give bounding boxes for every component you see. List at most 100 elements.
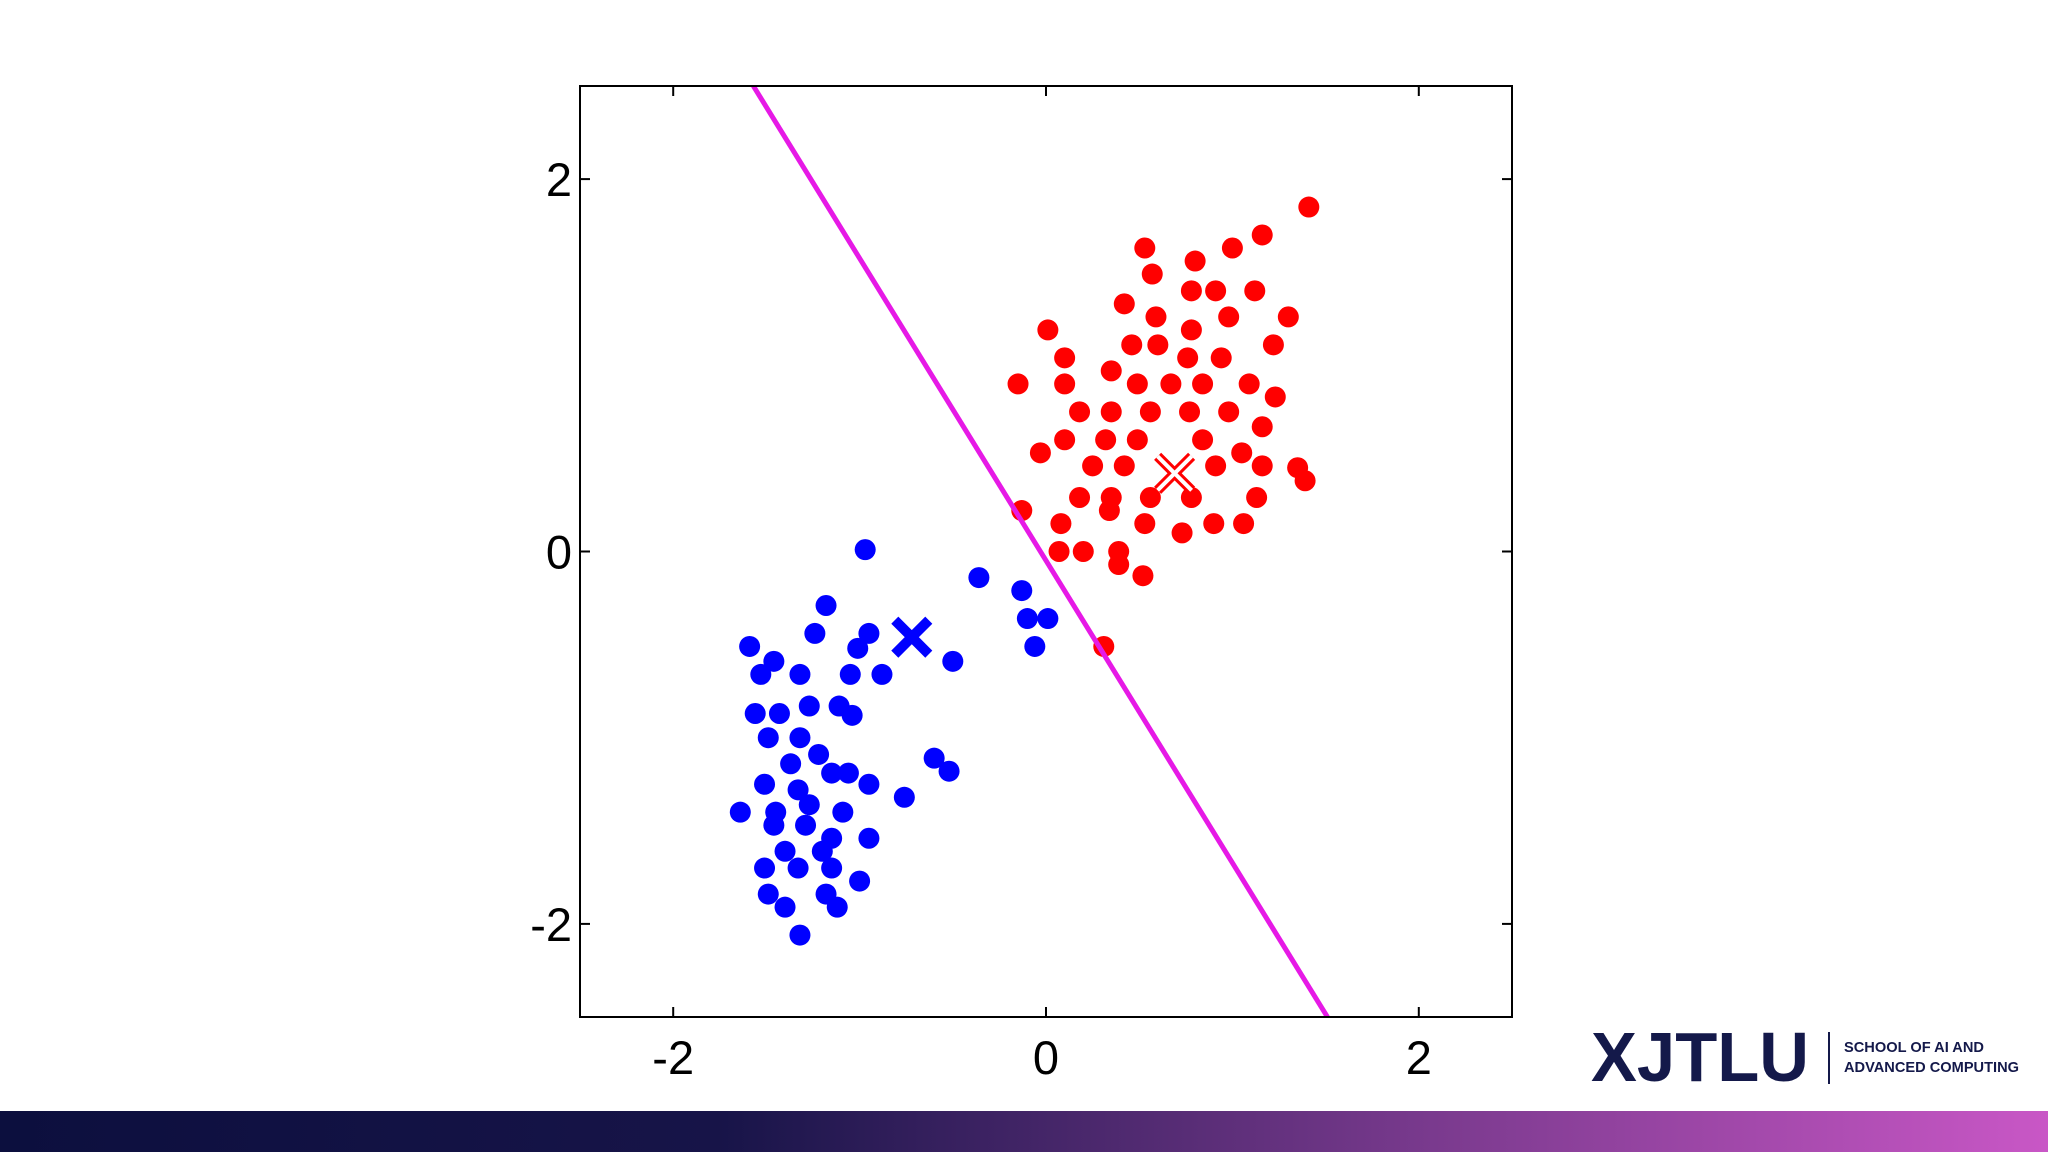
data-layer xyxy=(729,86,1330,1017)
x-tick-label: 2 xyxy=(1406,1031,1432,1084)
point xyxy=(1233,513,1255,535)
point xyxy=(1246,487,1268,509)
point xyxy=(798,794,820,816)
y-tick-label: 0 xyxy=(546,526,572,579)
point xyxy=(1147,334,1169,356)
point xyxy=(839,663,861,685)
plot-frame xyxy=(579,85,1513,1018)
point xyxy=(1050,513,1072,535)
point xyxy=(1221,237,1243,259)
point xyxy=(1160,373,1182,395)
point xyxy=(1277,306,1299,328)
point xyxy=(1054,429,1076,451)
point xyxy=(744,702,766,724)
point xyxy=(1121,334,1143,356)
centroid-core xyxy=(1156,454,1194,492)
point xyxy=(750,663,772,685)
point xyxy=(1264,386,1286,408)
point xyxy=(1218,306,1240,328)
point xyxy=(1203,513,1225,535)
logo-name: XJTLU xyxy=(1591,1018,1809,1096)
point xyxy=(1180,487,1202,509)
point xyxy=(787,779,809,801)
point xyxy=(821,762,843,784)
point xyxy=(1184,250,1206,272)
point xyxy=(1244,280,1266,302)
point xyxy=(757,883,779,905)
point xyxy=(808,743,830,765)
point xyxy=(1298,196,1320,218)
centroid-outline xyxy=(891,616,933,658)
point xyxy=(1037,608,1059,630)
point xyxy=(1082,455,1104,477)
point xyxy=(1054,347,1076,369)
point xyxy=(768,702,790,724)
point xyxy=(774,840,796,862)
point xyxy=(1205,280,1227,302)
point xyxy=(1037,319,1059,341)
point xyxy=(1098,500,1120,522)
point xyxy=(789,663,811,685)
point xyxy=(1205,455,1227,477)
point xyxy=(798,695,820,717)
point xyxy=(1113,293,1135,315)
y-tick-label: 2 xyxy=(546,153,572,206)
point xyxy=(754,773,776,795)
point xyxy=(1016,608,1038,630)
point xyxy=(754,857,776,879)
point xyxy=(1100,401,1122,423)
footer-bar xyxy=(0,1111,2048,1152)
point xyxy=(942,650,964,672)
point xyxy=(1108,554,1130,576)
point xyxy=(841,704,863,726)
point xyxy=(1024,635,1046,657)
point xyxy=(763,814,785,836)
point xyxy=(854,539,876,561)
point xyxy=(789,924,811,946)
point xyxy=(923,747,945,769)
logo-line: SCHOOL OF AI AND xyxy=(1844,1039,1984,1056)
point xyxy=(1069,487,1091,509)
boundary-line xyxy=(751,86,1330,1017)
point xyxy=(1132,565,1154,587)
point xyxy=(1218,401,1240,423)
point xyxy=(1054,373,1076,395)
point xyxy=(795,814,817,836)
point xyxy=(1210,347,1232,369)
point xyxy=(1007,373,1029,395)
point xyxy=(729,801,751,823)
point xyxy=(1134,237,1156,259)
point xyxy=(1171,522,1193,544)
point xyxy=(1231,442,1253,464)
point xyxy=(1134,513,1156,535)
point xyxy=(1180,280,1202,302)
point xyxy=(858,622,880,644)
point xyxy=(968,567,990,589)
point xyxy=(1139,487,1161,509)
point xyxy=(1126,429,1148,451)
point xyxy=(826,896,848,918)
point xyxy=(1011,580,1033,602)
point xyxy=(1095,429,1117,451)
point xyxy=(774,896,796,918)
point xyxy=(739,635,761,657)
point xyxy=(1141,263,1163,285)
point xyxy=(780,753,802,775)
point xyxy=(1100,360,1122,382)
point xyxy=(1069,401,1091,423)
point xyxy=(832,801,854,823)
point xyxy=(858,773,880,795)
point xyxy=(1262,334,1284,356)
point xyxy=(1113,455,1135,477)
point xyxy=(847,637,869,659)
point xyxy=(1072,541,1094,562)
point xyxy=(893,786,915,808)
point xyxy=(1251,416,1273,438)
point xyxy=(1192,429,1214,451)
plot: -2 0 2 -2 0 2 xyxy=(530,86,1512,1084)
point xyxy=(1145,306,1167,328)
point xyxy=(1126,373,1148,395)
point xyxy=(1139,401,1161,423)
centroid xyxy=(1154,452,1196,494)
